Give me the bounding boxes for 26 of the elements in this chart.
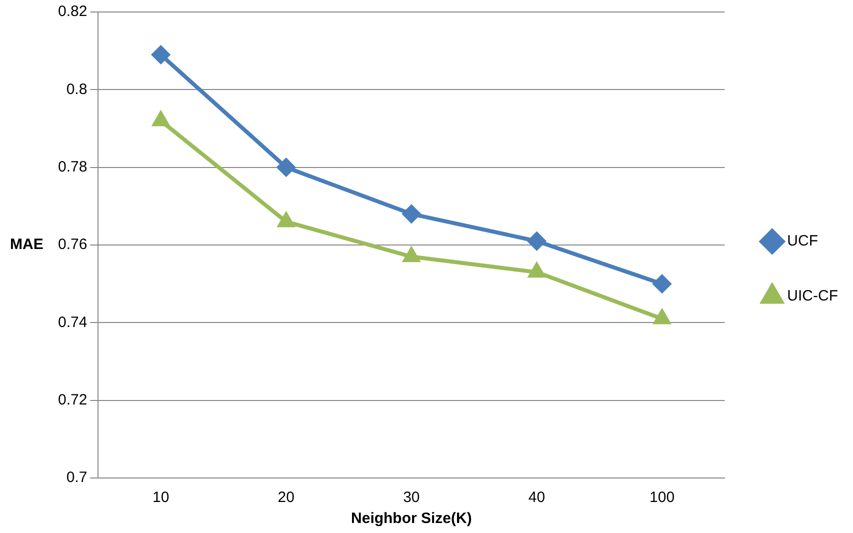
point xyxy=(152,46,170,64)
legend-label: UIC-CF xyxy=(787,288,838,305)
point xyxy=(528,232,546,250)
point xyxy=(278,212,294,228)
x-tick-label: 10 xyxy=(152,489,170,506)
y-tick-label: 0.7 xyxy=(66,469,88,486)
y-axis-title: MAE xyxy=(10,236,44,254)
point xyxy=(403,248,420,262)
x-tick-label: 40 xyxy=(528,489,546,506)
point xyxy=(152,112,169,126)
x-tick-label: 100 xyxy=(650,489,675,506)
y-tick-label: 0.8 xyxy=(66,80,88,98)
x-tick-label: 20 xyxy=(278,489,294,506)
y-tick-label: 0.78 xyxy=(58,158,88,176)
point xyxy=(528,263,545,278)
legend-label: UCF xyxy=(787,232,818,250)
point xyxy=(654,310,670,324)
y-tick-label: 0.72 xyxy=(58,391,88,408)
y-tick-label: 0.82 xyxy=(58,3,88,20)
x-axis-title: Neighbor Size(K) xyxy=(351,510,472,528)
point xyxy=(402,204,420,223)
point xyxy=(653,274,672,293)
y-tick-label: 0.74 xyxy=(58,314,88,331)
x-tick-label: 30 xyxy=(403,489,420,506)
y-tick-label: 0.76 xyxy=(58,236,88,254)
point xyxy=(277,158,296,176)
